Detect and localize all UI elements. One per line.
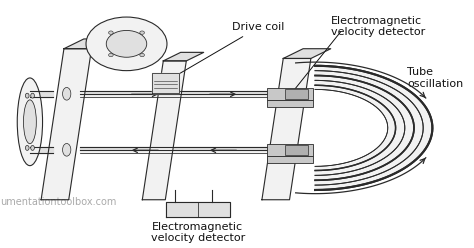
Ellipse shape (106, 31, 147, 57)
Bar (285, 89, 308, 99)
Bar (267, 100, 313, 107)
Ellipse shape (17, 78, 43, 166)
Polygon shape (164, 52, 204, 61)
Bar (285, 145, 308, 155)
Ellipse shape (109, 53, 113, 57)
Polygon shape (315, 66, 432, 190)
Bar (267, 156, 313, 163)
Text: Tube
oscillation: Tube oscillation (407, 67, 464, 89)
Text: Electromagnetic
velocity detector: Electromagnetic velocity detector (151, 222, 245, 243)
Ellipse shape (31, 146, 35, 150)
Polygon shape (64, 39, 111, 49)
Polygon shape (152, 73, 179, 93)
Text: Electromagnetic
velocity detector: Electromagnetic velocity detector (331, 16, 426, 37)
Bar (267, 144, 313, 156)
Ellipse shape (63, 144, 71, 156)
Ellipse shape (31, 93, 35, 98)
Polygon shape (262, 59, 311, 200)
Ellipse shape (26, 93, 29, 98)
Ellipse shape (109, 31, 113, 34)
Ellipse shape (140, 31, 145, 34)
Ellipse shape (86, 17, 167, 71)
Polygon shape (165, 202, 230, 217)
Bar (267, 88, 313, 100)
Polygon shape (283, 49, 331, 59)
Ellipse shape (140, 53, 145, 57)
Text: umentationtoolbox.com: umentationtoolbox.com (0, 197, 117, 207)
Ellipse shape (26, 146, 29, 150)
Polygon shape (142, 61, 186, 200)
Polygon shape (41, 49, 91, 200)
Text: Drive coil: Drive coil (170, 23, 285, 79)
Ellipse shape (23, 100, 36, 144)
Ellipse shape (63, 88, 71, 100)
